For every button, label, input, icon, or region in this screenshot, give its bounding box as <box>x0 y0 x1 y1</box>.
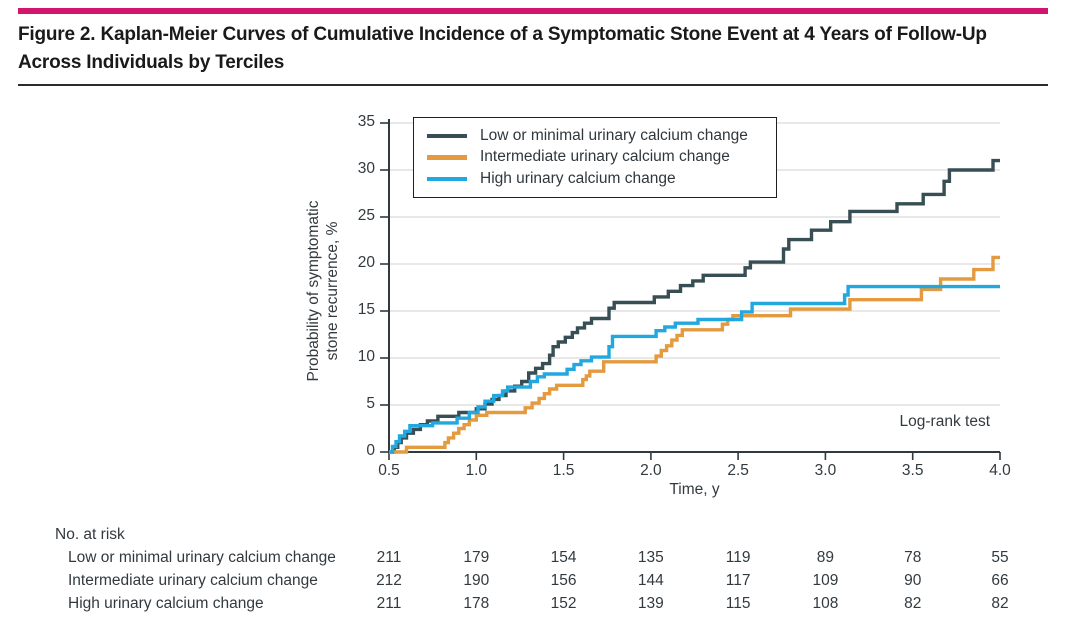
at-risk-value: 82 <box>991 595 1009 612</box>
x-tick-label-1.5: 1.5 <box>552 462 575 479</box>
at-risk-value: 55 <box>991 549 1009 566</box>
x-tick-label-3.5: 3.5 <box>901 462 924 479</box>
title-divider <box>18 84 1048 86</box>
y-tick-label-35: 35 <box>357 113 375 130</box>
km-curve-1 <box>389 255 1000 454</box>
x-tick-label-4.0: 4.0 <box>989 462 1011 479</box>
legend-label: High urinary calcium change <box>480 170 676 188</box>
at-risk-value: 109 <box>812 572 839 589</box>
log-rank-annotation: Log-rank test <box>899 413 990 430</box>
y-tick-label-10: 10 <box>357 348 375 365</box>
at-risk-value: 115 <box>725 595 751 612</box>
x-tick-label-1.0: 1.0 <box>465 462 488 479</box>
x-tick-label-2.0: 2.0 <box>640 462 662 479</box>
at-risk-value: 156 <box>550 572 577 589</box>
x-axis-title: Time, y <box>669 481 720 498</box>
at-risk-value: 190 <box>463 572 490 589</box>
accent-bar <box>18 8 1048 14</box>
legend-item-1: Intermediate urinary calcium change <box>427 148 768 166</box>
at-risk-value: 78 <box>904 549 922 566</box>
legend-line-swatch-icon <box>427 176 467 182</box>
at-risk-value: 211 <box>376 595 402 612</box>
at-risk-value: 154 <box>550 549 577 566</box>
legend: Low or minimal urinary calcium change Int… <box>413 117 777 198</box>
at-risk-value: 178 <box>463 595 490 612</box>
y-tick-label-5: 5 <box>366 395 375 412</box>
at-risk-value: 66 <box>991 572 1009 589</box>
at-risk-value: 90 <box>904 572 922 589</box>
at-risk-row-label-0: Low or minimal urinary calcium change <box>68 549 336 566</box>
legend-item-2: High urinary calcium change <box>427 170 768 188</box>
y-tick-label-25: 25 <box>357 207 375 224</box>
y-axis-title: Probability of symptomatic stone recurre… <box>304 171 344 411</box>
at-risk-value: 89 <box>816 549 835 566</box>
at-risk-header: No. at risk <box>55 526 125 543</box>
at-risk-value: 212 <box>376 572 402 589</box>
at-risk-value: 139 <box>637 595 664 612</box>
at-risk-row-label-2: High urinary calcium change <box>68 595 264 612</box>
at-risk-value: 211 <box>376 549 402 566</box>
y-tick-label-20: 20 <box>357 254 375 271</box>
at-risk-value: 108 <box>812 595 839 612</box>
y-axis-title-line1: Probability of symptomatic <box>305 200 322 382</box>
at-risk-row-label-1: Intermediate urinary calcium change <box>68 572 318 589</box>
at-risk-value: 179 <box>463 549 490 566</box>
at-risk-value: 82 <box>904 595 922 612</box>
figure-title-line1: Figure 2. Kaplan-Meier Curves of Cumulat… <box>18 24 987 45</box>
legend-item-0: Low or minimal urinary calcium change <box>427 127 768 145</box>
legend-line-swatch-icon <box>427 155 467 160</box>
legend-line-swatch-icon <box>427 133 467 139</box>
y-tick-label-0: 0 <box>366 442 375 459</box>
at-risk-value: 117 <box>725 572 751 589</box>
figure-title: Figure 2. Kaplan-Meier Curves of Cumulat… <box>18 21 1050 77</box>
at-risk-value: 152 <box>550 595 577 612</box>
km-curve-0 <box>389 158 1000 454</box>
y-axis-title-line2: stone recurrence, % <box>324 221 341 361</box>
y-tick-label-15: 15 <box>357 301 375 318</box>
x-tick-label-2.5: 2.5 <box>727 462 749 479</box>
legend-label: Intermediate urinary calcium change <box>480 148 730 166</box>
at-risk-value: 135 <box>637 549 664 566</box>
figure-title-line2: Across Individuals by Terciles <box>18 52 285 73</box>
legend-label: Low or minimal urinary calcium change <box>480 126 748 144</box>
y-tick-label-30: 30 <box>357 160 375 177</box>
at-risk-value: 144 <box>637 572 664 589</box>
at-risk-value: 119 <box>725 549 751 566</box>
x-tick-label-0.5: 0.5 <box>378 462 400 479</box>
km-curve-2 <box>389 284 1000 454</box>
x-tick-label-3.0: 3.0 <box>814 462 837 479</box>
